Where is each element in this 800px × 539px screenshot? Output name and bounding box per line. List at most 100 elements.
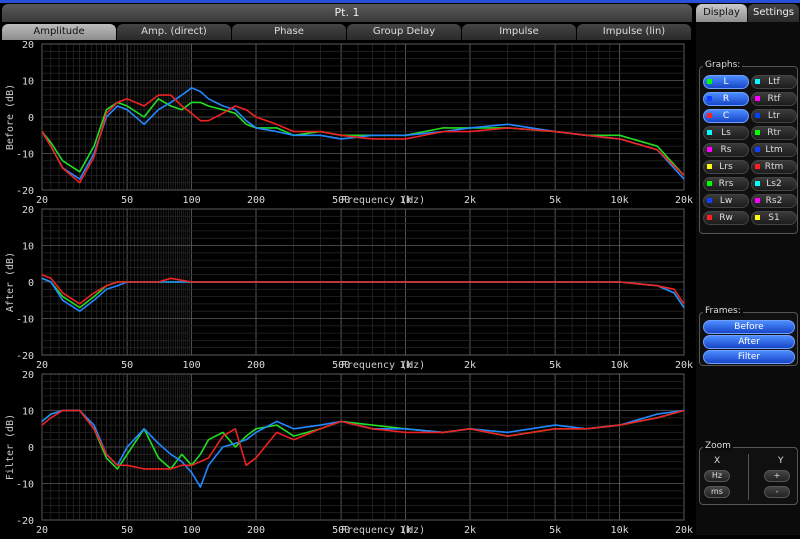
graphs-group: Graphs: L Ltf R Rtf C Ltr Ls Rtr Rs Ltm Lrs Rtm Rrs L… [699, 60, 798, 234]
graph-toggle-lw[interactable]: Lw [703, 194, 749, 208]
graph-toggle-l[interactable]: L [703, 75, 749, 89]
color-swatch [755, 215, 760, 220]
x-tick-label: 20 [36, 360, 48, 371]
x-tick-label: 2k [464, 195, 476, 206]
graph-toggle-label: Rw [719, 213, 733, 223]
frame-button-filter[interactable]: Filter [703, 350, 795, 364]
x-tick-label: 100 [183, 195, 201, 206]
y-tick-label: 20 [22, 205, 34, 216]
color-swatch [755, 96, 760, 101]
side-tab-settings[interactable]: Settings [748, 4, 799, 22]
color-swatch [755, 181, 760, 186]
color-swatch [707, 215, 712, 220]
x-tick-label: 2k [464, 360, 476, 371]
zoom-hz-button[interactable]: Hz [704, 470, 730, 482]
x-tick-label: 20 [36, 195, 48, 206]
x-tick-label: 500 [332, 360, 350, 371]
color-swatch [755, 130, 760, 135]
graph-toggle-rs2[interactable]: Rs2 [751, 194, 797, 208]
series-line-r [41, 86, 685, 180]
tab-group-delay[interactable]: Group Delay [347, 24, 461, 40]
x-tick-label: 5k [549, 525, 561, 535]
zoom-in-button[interactable]: + [764, 470, 790, 482]
y-tick-label: -10 [16, 315, 34, 326]
y-tick-label: -20 [16, 186, 34, 197]
graph-toggle-label: Ltm [765, 145, 783, 155]
x-tick-label: 10k [611, 525, 629, 535]
frame-button-after[interactable]: After [703, 335, 795, 349]
zoom-divider [748, 454, 749, 500]
graph-toggle-label: C [722, 111, 730, 121]
y-tick-label: 20 [22, 370, 34, 381]
graph-toggle-ltf[interactable]: Ltf [751, 75, 797, 89]
graph-toggle-s1[interactable]: S1 [751, 211, 797, 225]
x-tick-label: 100 [183, 360, 201, 371]
x-tick-label: 50 [121, 360, 133, 371]
graphs-label: Graphs: [703, 60, 743, 70]
series-line-l [41, 97, 685, 176]
x-axis-label: Frequency (Hz) [341, 195, 425, 206]
tab-phase[interactable]: Phase [232, 24, 346, 40]
x-tick-label: 10k [611, 195, 629, 206]
graph-toggle-label: Rtr [767, 128, 781, 138]
color-swatch [707, 113, 712, 118]
x-axis-label: Frequency (Hz) [341, 525, 425, 535]
tab-impulse[interactable]: Impulse [462, 24, 576, 40]
y-tick-label: -10 [16, 480, 34, 491]
graph-toggle-ls[interactable]: Ls [703, 126, 749, 140]
graph-toggle-r[interactable]: R [703, 92, 749, 106]
series-line-c [41, 409, 685, 470]
y-tick-label: 10 [22, 77, 34, 88]
graph-toggle-rtf[interactable]: Rtf [751, 92, 797, 106]
tab-amp-direct[interactable]: Amp. (direct) [117, 24, 231, 40]
x-tick-label: 1k [400, 525, 412, 535]
graph-toggle-rtr[interactable]: Rtr [751, 126, 797, 140]
y-tick-label: -20 [16, 516, 34, 527]
tab-amplitude[interactable]: Amplitude [2, 24, 116, 40]
graph-toggle-label: R [722, 94, 730, 104]
side-tab-display[interactable]: Display [696, 4, 747, 22]
x-tick-label: 5k [549, 360, 561, 371]
graph-toggle-rs[interactable]: Rs [703, 143, 749, 157]
graph-toggle-label: Rtf [767, 94, 781, 104]
side-tabs: Display Settings [696, 4, 800, 22]
x-tick-label: 200 [247, 360, 265, 371]
x-tick-label: 200 [247, 525, 265, 535]
x-tick-label: 1k [400, 360, 412, 371]
graph-toggle-label: Ls [721, 128, 731, 138]
view-tabs: Amplitude Amp. (direct) Phase Group Delay Im… [2, 24, 692, 40]
x-tick-label: 1k [400, 195, 412, 206]
graph-toggle-rrs[interactable]: Rrs [703, 177, 749, 191]
window-title: Pt. 1 [2, 4, 692, 22]
color-swatch [755, 147, 760, 152]
graph-toggle-label: Lw [719, 196, 733, 206]
zoom-group: Zoom X Y Hz ms + - [699, 441, 798, 505]
x-tick-label: 500 [332, 525, 350, 535]
graph-toggle-label: Lrs [719, 162, 733, 172]
plot-area: 20 10 0 -10 -20 20 50 100 200 500 1k 2k 5k 10k 20k Freq… [0, 40, 694, 536]
frame-button-before[interactable]: Before [703, 320, 795, 334]
y-axis-label: After (dB) [5, 252, 16, 312]
color-swatch [707, 181, 712, 186]
zoom-y-label: Y [778, 456, 784, 466]
zoom-out-button[interactable]: - [764, 486, 790, 498]
graph-toggle-ltm[interactable]: Ltm [751, 143, 797, 157]
graph-toggle-c[interactable]: C [703, 109, 749, 123]
graph-toggle-ltr[interactable]: Ltr [751, 109, 797, 123]
graph-toggle-ls2[interactable]: Ls2 [751, 177, 797, 191]
frames-label: Frames: [703, 306, 743, 316]
x-tick-label: 20k [675, 360, 693, 371]
color-swatch [707, 79, 712, 84]
graph-toggle-rtm[interactable]: Rtm [751, 160, 797, 174]
graph-toggle-label: Rs2 [765, 196, 783, 206]
graph-toggle-lrs[interactable]: Lrs [703, 160, 749, 174]
zoom-x-label: X [714, 456, 721, 466]
x-tick-label: 2k [464, 525, 476, 535]
color-swatch [707, 96, 712, 101]
tab-impulse-lin[interactable]: Impulse (lin) [577, 24, 691, 40]
zoom-ms-button[interactable]: ms [704, 486, 730, 498]
y-tick-label: 0 [28, 443, 34, 454]
color-swatch [755, 113, 760, 118]
graph-toggle-rw[interactable]: Rw [703, 211, 749, 225]
